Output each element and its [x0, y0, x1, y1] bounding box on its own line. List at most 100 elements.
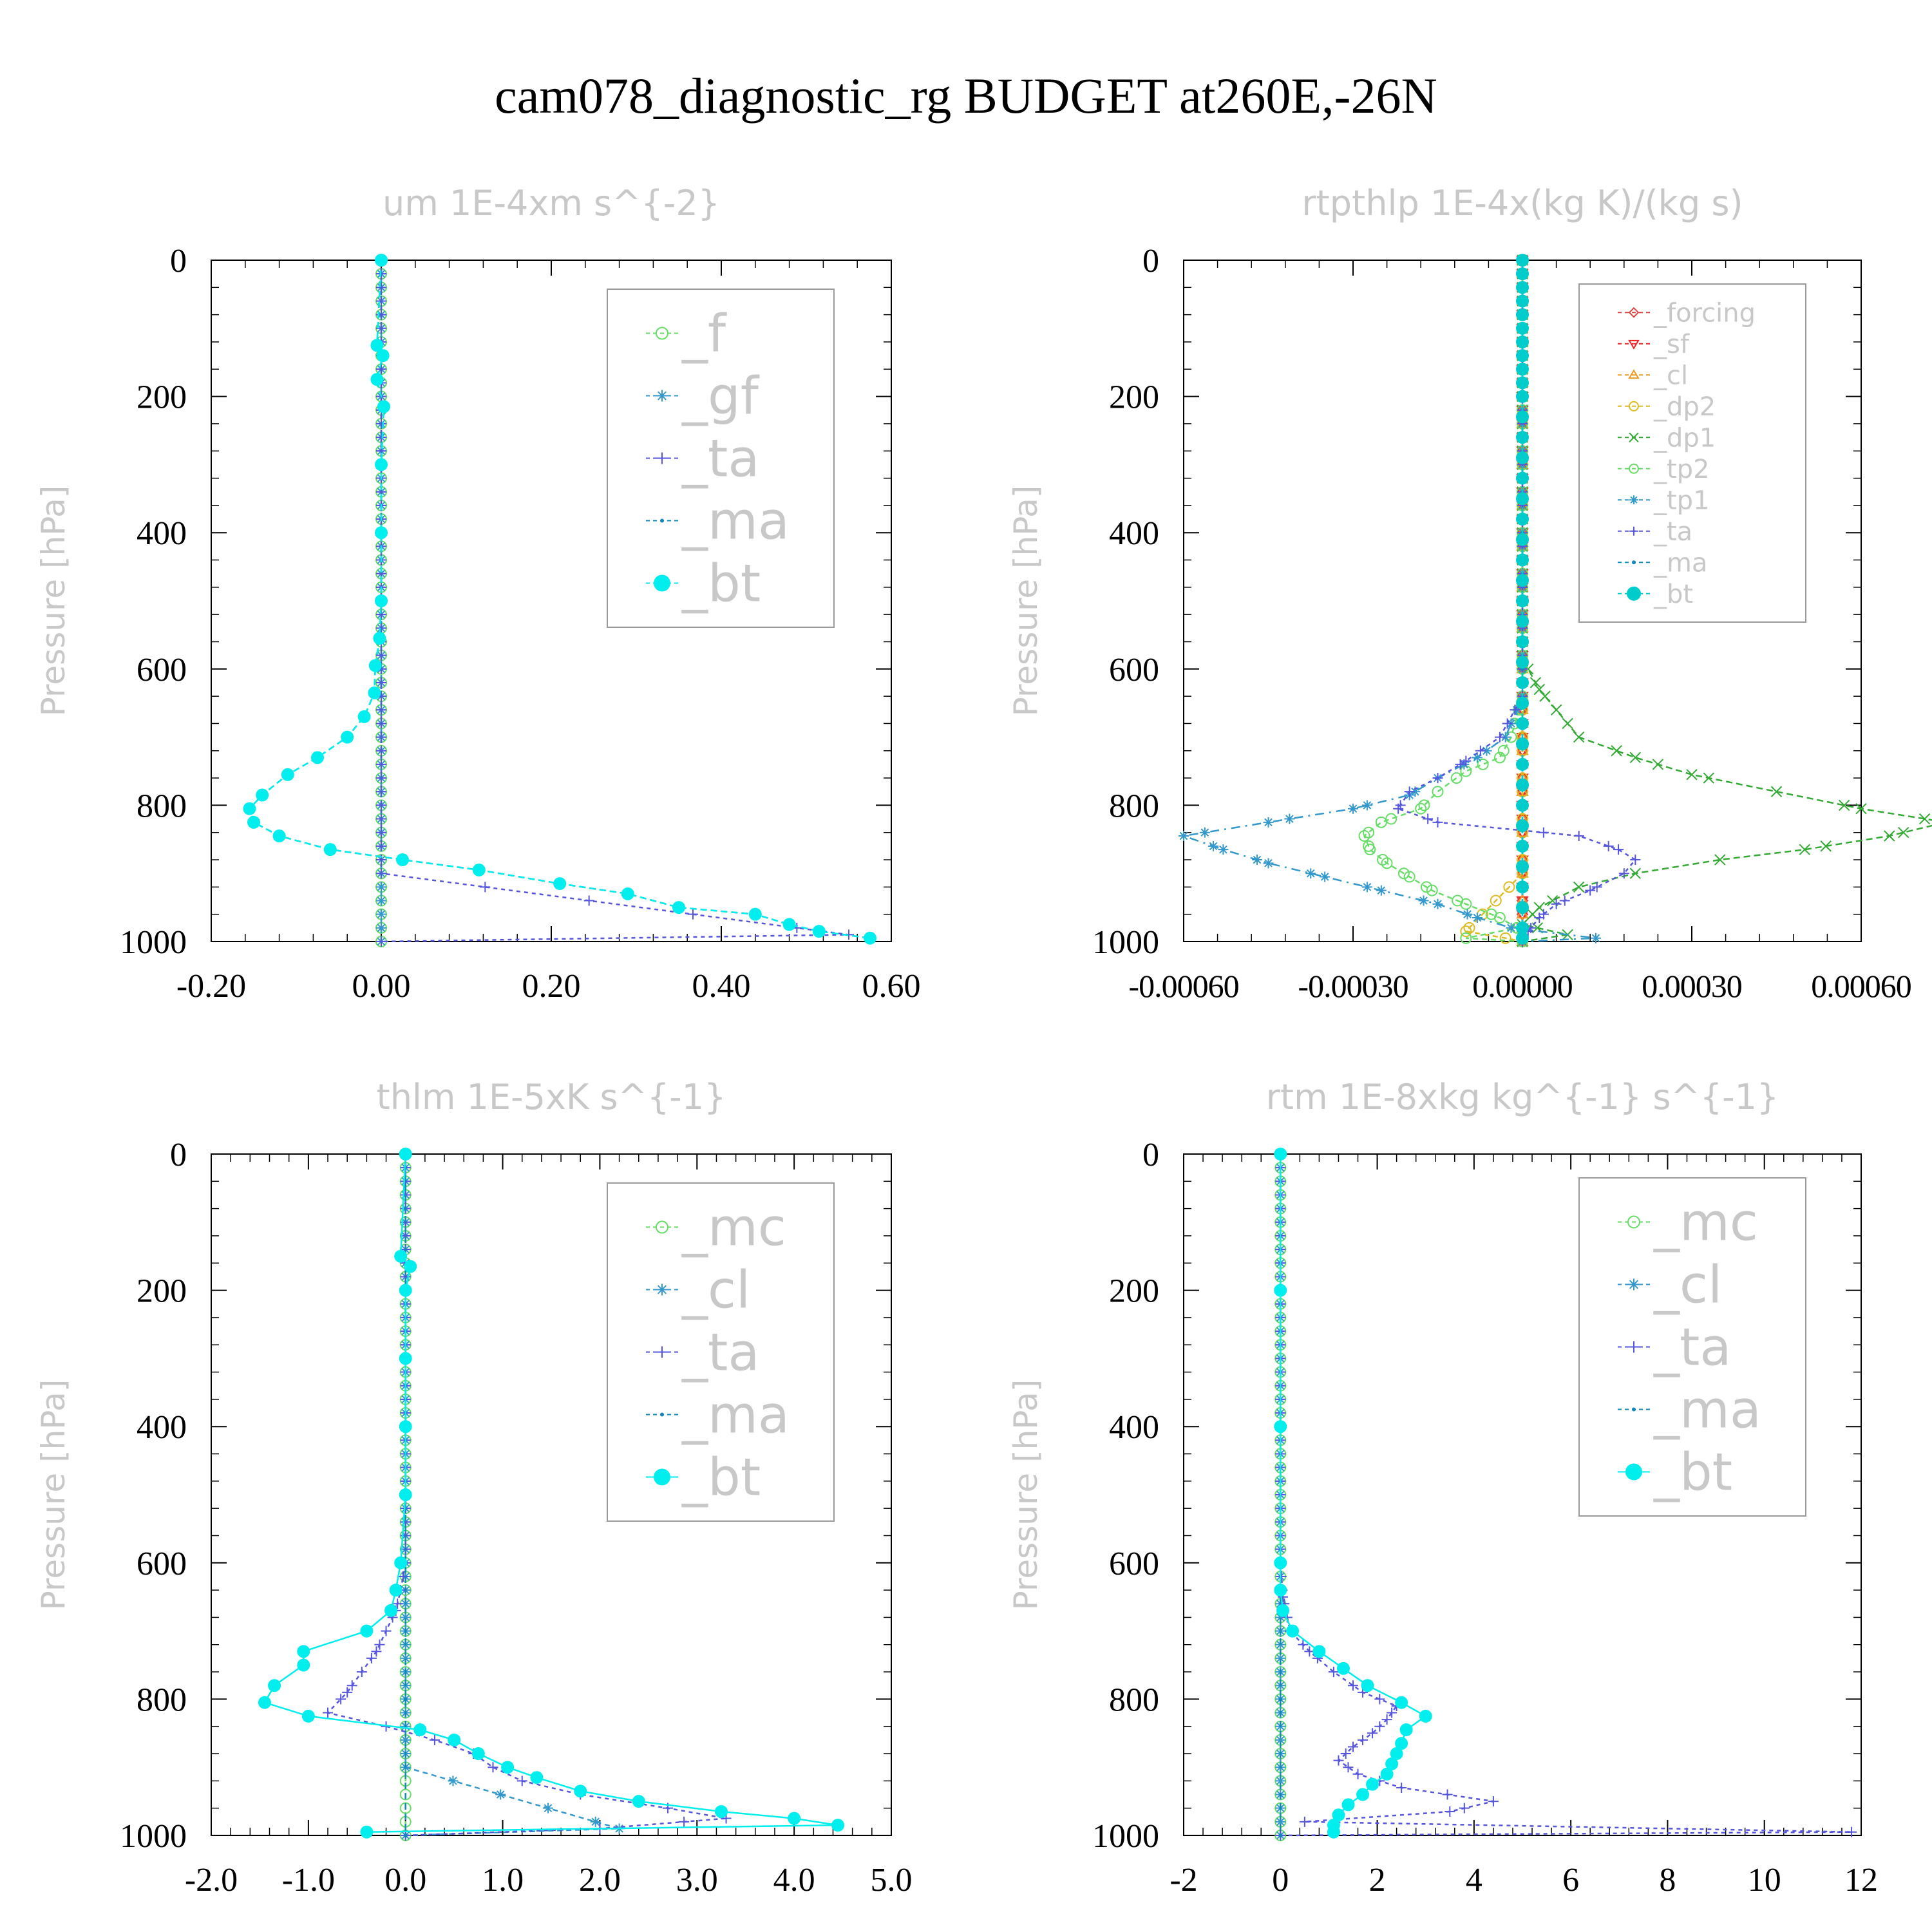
chart-panel-2: rtpthlp 1E-4x(kg K)/(kg s) Pressure [hPa]…	[1007, 183, 1932, 1004]
legend-item-tp1: _tp1	[1618, 486, 1710, 515]
marker-dot	[243, 802, 256, 815]
marker-dot	[1516, 553, 1529, 567]
legend-item-f: _f	[646, 304, 727, 364]
y-tick-label: 200	[1109, 379, 1159, 416]
legend: _forcing_sf_cl_dp2_dp1_tp2_tp1_ta_ma_bt	[1578, 283, 1806, 623]
marker-dot	[1516, 431, 1529, 444]
legend-label: _bt	[1653, 1443, 1732, 1502]
marker-dot	[1516, 513, 1529, 526]
marker-plus	[323, 1707, 334, 1718]
legend-item-ma: _ma	[1618, 1380, 1761, 1440]
marker-asterisk	[495, 1789, 506, 1800]
legend-item-forcing: _forcing	[1618, 298, 1756, 328]
marker-asterisk	[1506, 922, 1517, 933]
marker-asterisk	[1418, 895, 1429, 906]
series-tp2	[1358, 254, 1528, 947]
y-tick-label: 400	[1109, 1409, 1159, 1446]
marker-plus	[1510, 705, 1520, 715]
marker-circle	[1358, 830, 1370, 842]
marker-asterisk	[400, 1734, 411, 1745]
marker-asterisk	[1275, 1776, 1286, 1786]
legend-label: _mc	[681, 1198, 786, 1258]
marker-asterisk	[400, 1612, 411, 1623]
marker-x	[1820, 840, 1832, 852]
marker-circle	[1403, 871, 1416, 883]
marker-dot	[1419, 1709, 1432, 1723]
marker-plus	[376, 745, 386, 756]
marker-dot	[530, 1771, 544, 1785]
legend-label: _sf	[1653, 330, 1690, 359]
marker-dot	[375, 458, 388, 471]
marker-triangle-up	[1516, 867, 1529, 878]
legend-label: _ta	[1653, 1318, 1731, 1378]
marker-plus	[366, 1653, 377, 1663]
marker-dot	[297, 1645, 310, 1658]
marker-plus	[376, 282, 386, 293]
legend-label: _ma	[681, 491, 790, 551]
marker-plus	[1628, 1341, 1640, 1353]
legend-box	[607, 289, 835, 628]
legend-item-cl: _cl	[1618, 1255, 1722, 1315]
marker-circle	[1460, 765, 1472, 777]
marker-dot	[1516, 757, 1529, 771]
chart-panel-4: rtm 1E-8xkg kg^{-1} s^{-1} Pressure [hPa]…	[1007, 1077, 1878, 1899]
legend-item-gf: _gf	[646, 366, 760, 426]
marker-plus	[1455, 759, 1466, 770]
marker-asterisk	[1432, 898, 1443, 909]
marker-asterisk	[656, 1283, 668, 1296]
marker-plus	[1502, 718, 1513, 729]
marker-plus	[1559, 895, 1570, 906]
marker-dot	[1399, 1723, 1413, 1737]
marker-dot	[1516, 471, 1529, 485]
marker-dot	[256, 788, 269, 802]
marker-circle	[1460, 925, 1472, 938]
marker-x	[1855, 802, 1867, 815]
marker-small-dot	[660, 518, 664, 523]
panels-container: um 1E-4xm s^{-2}Pressure [hPa]-0.20 0.00 0…	[35, 183, 1932, 1899]
marker-x	[1714, 854, 1726, 866]
marker-plus	[376, 718, 386, 729]
marker-asterisk	[1275, 1816, 1286, 1827]
marker-dot	[788, 1812, 801, 1825]
y-tick-label: 200	[137, 379, 187, 416]
marker-dot	[389, 1584, 402, 1597]
y-tick-label: 600	[1109, 652, 1159, 688]
x-tick-label: -2	[1170, 1862, 1197, 1899]
marker-triangle-up	[1516, 907, 1529, 919]
marker-dot	[1286, 1624, 1300, 1638]
marker-plus	[376, 677, 386, 688]
marker-dot	[368, 686, 381, 699]
marker-triangle-down	[1516, 896, 1529, 907]
legend-item-sf: _sf	[1618, 330, 1690, 359]
marker-dot	[1380, 1767, 1394, 1781]
legend-label: _cl	[1653, 361, 1688, 390]
marker-dot	[1516, 321, 1529, 335]
marker-dot	[1327, 1825, 1340, 1839]
legend-item-ma: _ma	[1618, 548, 1707, 578]
marker-plus	[1374, 1694, 1385, 1705]
marker-circle	[1497, 744, 1510, 757]
marker-dot	[394, 1249, 408, 1263]
marker-dot	[375, 594, 388, 607]
marker-circle	[1463, 922, 1475, 934]
y-tick-label: 800	[1109, 1681, 1159, 1718]
marker-dot	[396, 853, 409, 867]
marker-circle	[1385, 813, 1397, 825]
marker-plus	[376, 296, 386, 307]
marker-circle	[1460, 932, 1472, 944]
y-tick-label: 1000	[1092, 1818, 1159, 1855]
x-tick-label: 8	[1659, 1862, 1676, 1899]
marker-dot	[1627, 586, 1641, 601]
marker-dot	[413, 1723, 427, 1737]
legend-item-bt: _bt	[646, 554, 761, 614]
marker-plus	[376, 813, 386, 824]
marker-dot	[1516, 614, 1529, 628]
marker-plus	[1343, 1762, 1354, 1773]
legend-label: _tp2	[1653, 455, 1710, 484]
marker-asterisk	[1305, 868, 1316, 879]
series-line	[1183, 260, 1596, 943]
marker-x	[1799, 844, 1811, 855]
marker-dot	[1516, 267, 1529, 281]
marker-plus	[376, 868, 386, 879]
marker-dot	[1516, 860, 1529, 873]
